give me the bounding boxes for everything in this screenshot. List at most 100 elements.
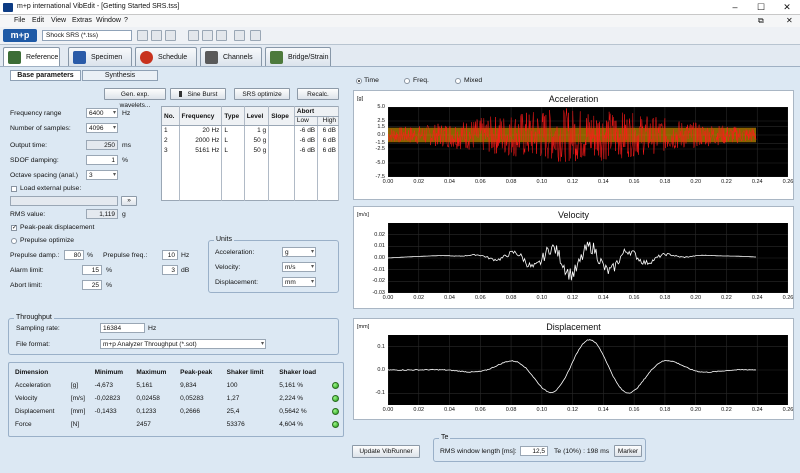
view-freq-radio[interactable] <box>404 78 410 84</box>
tab-schedule[interactable]: Schedule <box>135 47 197 66</box>
cell: -0,1433 <box>94 408 117 415</box>
menu-help[interactable]: ? <box>124 17 128 24</box>
velocity-plot <box>388 223 788 293</box>
col-peak-peak: Peak-peak <box>180 369 213 376</box>
x-tick-label: 0.22 <box>721 179 732 185</box>
tab-bridge-strain[interactable]: Bridge/Strain <box>265 47 331 66</box>
x-tick-label: 0.20 <box>690 407 702 413</box>
print-icon[interactable] <box>234 30 245 41</box>
file-format-select[interactable]: m+p Analyzer Throughput (*.sot) <box>100 339 266 349</box>
menu-window[interactable]: Window <box>96 17 121 24</box>
vel-unit-label: Velocity: <box>215 264 241 271</box>
tab-schedule-label: Schedule <box>158 54 188 61</box>
table-row[interactable]: 3 5161 Hz L 50 g -6 dB 6 dB <box>161 145 339 156</box>
throughput-group: Throughput Sampling rate: 16384 Hz File … <box>8 314 339 355</box>
x-tick-label: 0.08 <box>505 407 517 413</box>
prepulse-freq-field[interactable]: 10 <box>162 250 178 260</box>
y-tick-label: -5.0 <box>375 160 385 166</box>
cell: 5,161 <box>136 382 153 389</box>
sine-burst-button[interactable]: Sine Burst <box>170 88 226 100</box>
x-tick-label: 0.08 <box>505 295 517 301</box>
cell: L <box>221 125 245 136</box>
cell: Force <box>15 421 32 428</box>
cut-icon[interactable] <box>188 30 199 41</box>
rms-window-field[interactable]: 12,5 <box>520 446 548 456</box>
disp-unit-select[interactable]: mm <box>282 277 316 287</box>
file-type-combo[interactable]: Shock SRS (*.tss) <box>42 30 132 41</box>
y-tick-label: 0.0 <box>377 132 385 138</box>
mdi-close-button[interactable]: ✕ <box>786 16 793 25</box>
sdof-field[interactable]: 1 <box>86 155 118 165</box>
marker-button[interactable]: Marker <box>614 445 642 457</box>
x-tick-label: 0.12 <box>567 407 578 413</box>
vel-unit-select[interactable]: m/s <box>282 262 316 272</box>
help-icon[interactable] <box>250 30 261 41</box>
view-time-radio[interactable] <box>356 78 362 84</box>
subtab-base-parameters[interactable]: Base parameters <box>10 70 81 81</box>
sampling-rate-unit: Hz <box>148 325 157 332</box>
tab-channels-label: Channels <box>223 54 253 61</box>
view-mixed-radio[interactable] <box>455 78 461 84</box>
alarm-field[interactable]: 15 <box>82 265 102 275</box>
minimize-button[interactable]: – <box>732 2 738 12</box>
srs-optimize-button[interactable]: SRS optimize <box>234 88 290 100</box>
table-row[interactable]: 1 20 Hz L 1 g -6 dB 6 dB <box>161 125 339 136</box>
tab-specimen[interactable]: Specimen <box>68 47 132 66</box>
update-vibrunner-button[interactable]: Update VibRunner <box>352 445 420 458</box>
subtab-synthesis[interactable]: Synthesis <box>82 70 158 81</box>
output-time-field: 250 <box>86 140 118 150</box>
tab-reference[interactable]: Reference <box>3 47 60 66</box>
prepulse-damp-field[interactable]: 80 <box>64 250 84 260</box>
sine-burst-label: Sine Burst <box>187 91 218 98</box>
folder-icon[interactable] <box>165 30 176 41</box>
y-tick-label: -0.1 <box>375 390 385 397</box>
browse-button[interactable]: » <box>121 196 137 206</box>
octave-select[interactable]: 3 <box>86 170 118 180</box>
cell: -0,02823 <box>94 395 121 402</box>
cell: 0,5642 % <box>279 408 307 415</box>
cell: 6 dB <box>317 145 339 156</box>
tab-channels[interactable]: Channels <box>200 47 262 66</box>
load-pulse-checkbox[interactable] <box>11 186 17 192</box>
velocity-chart: [m/s] Velocity 0.02 0.01 0.00 -0.01 -0.02 -0.… <box>353 206 794 309</box>
peak-peak-checkbox[interactable]: ✓ <box>11 225 18 231</box>
sampling-rate-field[interactable]: 16384 <box>100 323 145 333</box>
sdof-unit: % <box>122 157 129 164</box>
cell <box>268 145 295 156</box>
toolbar: m+p Shock SRS (*.tss) <box>0 27 800 45</box>
y-tick-label: 0.01 <box>374 243 385 250</box>
menu-view[interactable]: View <box>51 17 67 24</box>
x-tick-label: 0.16 <box>628 179 640 185</box>
menu-extras[interactable]: Extras <box>72 17 92 24</box>
cell: 2,224 % <box>279 395 304 402</box>
reference-icon <box>8 51 21 64</box>
x-tick-label: 0.16 <box>628 295 640 301</box>
y-tick-label: -1.5 <box>375 140 385 147</box>
status-led-icon <box>331 394 339 402</box>
paste-icon[interactable] <box>216 30 227 41</box>
cell: 50 g <box>244 145 270 156</box>
menu-edit[interactable]: Edit <box>32 17 45 24</box>
y-tick-label: 0.00 <box>374 255 385 261</box>
alarm-unit: % <box>106 267 113 274</box>
save-icon[interactable] <box>137 30 148 41</box>
window-title: m+p international VibEdit - [Getting Sta… <box>17 3 180 10</box>
alarm-db-field[interactable]: 3 <box>162 265 178 275</box>
menu-file[interactable]: File <box>14 17 26 24</box>
x-tick-label: 0.02 <box>413 295 425 301</box>
abort-field[interactable]: 25 <box>82 280 102 290</box>
rms-label: RMS value: <box>10 211 46 218</box>
prepulse-optimize-radio[interactable] <box>11 238 17 244</box>
copy-icon[interactable] <box>202 30 213 41</box>
acc-unit-select[interactable]: g <box>282 247 316 257</box>
close-button[interactable]: ✕ <box>783 2 791 12</box>
open-icon[interactable] <box>151 30 162 41</box>
gen-wavelets-button[interactable]: Gen. exp. wavelets... <box>104 88 166 109</box>
table-row-empty[interactable] <box>161 155 339 166</box>
table-row[interactable]: 2 2000 Hz L 50 g -6 dB 6 dB <box>161 135 339 146</box>
samples-select[interactable]: 4096 <box>86 123 118 133</box>
freq-range-select[interactable]: 6400 <box>86 108 118 118</box>
maximize-button[interactable]: ☐ <box>756 2 766 12</box>
recalc-button[interactable]: Recalc. <box>297 88 339 100</box>
mdi-restore-button[interactable]: ⧉ <box>758 16 764 25</box>
